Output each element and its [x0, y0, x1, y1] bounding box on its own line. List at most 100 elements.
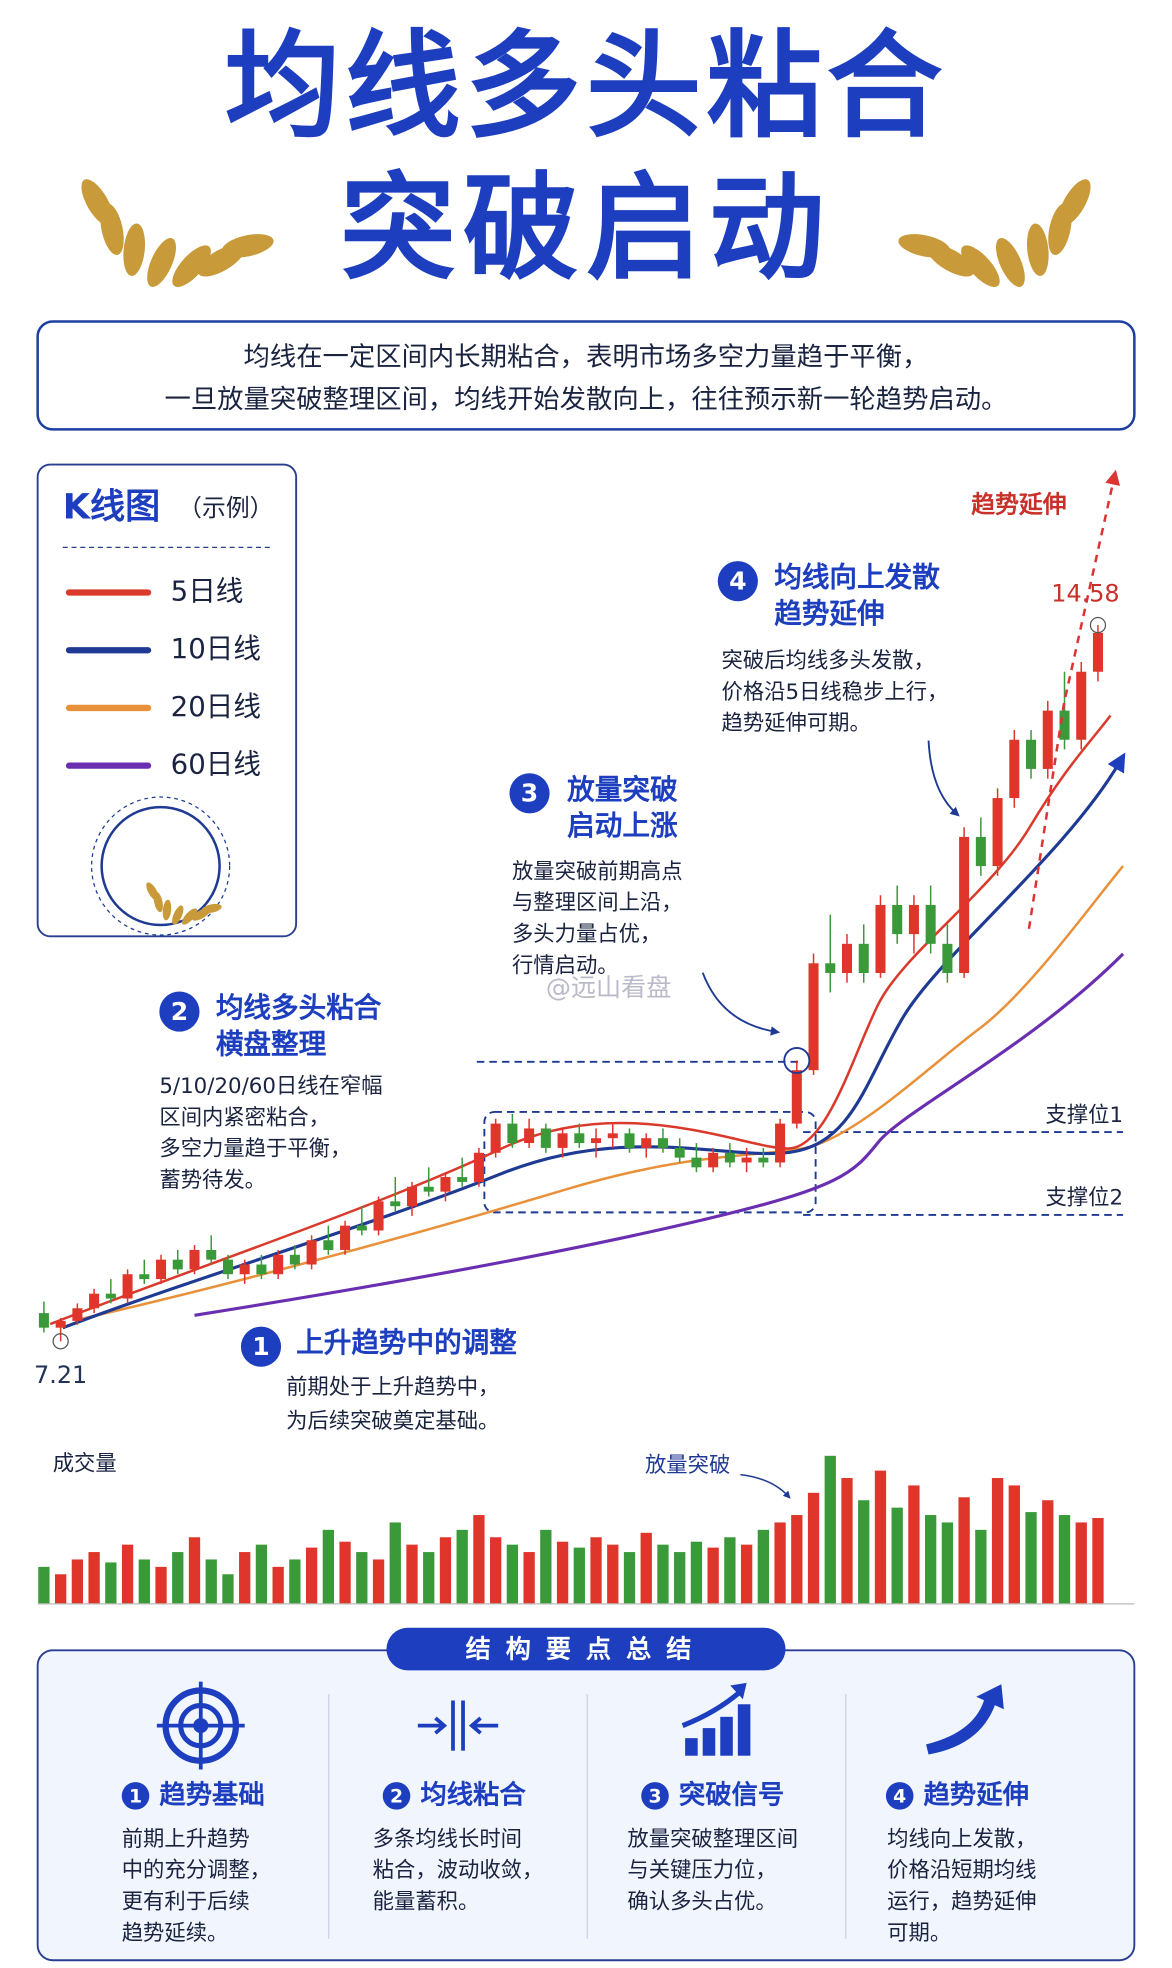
candle-body	[340, 1225, 351, 1250]
candle-body	[490, 1123, 501, 1153]
volume-bar	[272, 1566, 284, 1604]
volume-bar	[1042, 1500, 1054, 1604]
volume-bar	[841, 1478, 853, 1604]
candle-body	[507, 1123, 518, 1144]
step-body: 价格沿5日线稳步上行，	[722, 680, 949, 705]
step-body: 前期处于上升趋势中，	[286, 1375, 499, 1400]
volume-bar	[657, 1544, 669, 1604]
candle-body	[540, 1128, 551, 1148]
volume-bar	[740, 1544, 753, 1604]
volume-bar	[724, 1537, 736, 1604]
summary-item-body: 多条均线长时间	[373, 1827, 522, 1852]
step-title: 均线向上发散	[774, 561, 940, 594]
candle-body	[89, 1293, 100, 1309]
candle-body	[55, 1320, 66, 1328]
step-title: 均线多头粘合	[216, 991, 382, 1024]
step-body: 多空力量趋于平衡，	[159, 1137, 351, 1162]
volume-bar	[791, 1515, 803, 1604]
volume-bar	[824, 1455, 836, 1604]
leaf	[172, 245, 211, 287]
volume-bar	[690, 1541, 703, 1604]
step-badge	[509, 773, 550, 814]
summary-item-body: 价格沿短期均线	[887, 1858, 1036, 1883]
volume-bar	[607, 1544, 619, 1604]
candle-body	[641, 1138, 652, 1148]
candle-body	[1009, 739, 1020, 799]
candle-body	[674, 1147, 685, 1158]
leaf	[1048, 203, 1072, 255]
volume-bar	[172, 1552, 184, 1604]
high-marker	[1089, 616, 1107, 634]
pointer-arrow	[740, 1473, 791, 1499]
step-body: 行情启动。	[512, 953, 619, 978]
volume-bar	[255, 1544, 268, 1604]
volume-title: 成交量	[53, 1452, 117, 1477]
support-label: 支撑位1	[1045, 1103, 1123, 1128]
leaf	[147, 238, 176, 287]
volume-bar	[322, 1529, 334, 1604]
volume-bar	[305, 1547, 318, 1604]
ma-line	[49, 714, 1112, 1326]
volume-bar	[239, 1552, 251, 1604]
step-title: 上升趋势中的调整	[296, 1326, 517, 1359]
summary-number: 1	[129, 1787, 142, 1808]
volume-bar	[439, 1537, 452, 1604]
legend-subtitle: （示例）	[178, 494, 273, 522]
candle-body	[122, 1274, 133, 1299]
summary-item-body: 放量突破整理区间	[627, 1827, 798, 1852]
legend-box	[36, 463, 298, 938]
pointer-arrow	[701, 972, 781, 1036]
summary-item-body: 前期上升趋势	[122, 1827, 250, 1852]
volume-bar	[958, 1497, 970, 1604]
candle-body	[825, 963, 836, 973]
volume-bar	[1008, 1485, 1020, 1604]
leaf	[201, 903, 222, 914]
step-body: 多头力量占优，	[512, 922, 661, 947]
candle-body	[841, 943, 853, 973]
candle-body	[574, 1133, 585, 1144]
summary-item-body: 与关键压力位，	[627, 1858, 776, 1883]
volume-bar	[222, 1574, 234, 1604]
legend-label: 10日线	[171, 632, 261, 665]
candle-body	[72, 1308, 83, 1321]
summary-number: 3	[648, 1787, 661, 1808]
volume-bar	[556, 1541, 569, 1604]
candle-body	[775, 1123, 786, 1163]
volume-bar	[807, 1492, 820, 1604]
summary-header	[386, 1627, 786, 1671]
candle-body	[306, 1240, 317, 1265]
candle-body	[708, 1152, 719, 1168]
leaf	[153, 891, 163, 913]
summary-title: 结构要点总结	[466, 1634, 707, 1663]
legend-label: 60日线	[171, 748, 261, 781]
candle-body	[1092, 632, 1103, 672]
watermark: @远山看盘	[546, 973, 671, 1002]
volume-bar	[71, 1559, 84, 1604]
volume-bar	[138, 1559, 150, 1604]
candle-body	[390, 1201, 401, 1207]
legend-title: K线图	[63, 486, 160, 527]
trend-arrow	[1027, 469, 1120, 929]
volume-bar	[858, 1500, 870, 1604]
candle-body	[222, 1259, 233, 1275]
summary-item-title: 均线粘合	[420, 1779, 526, 1810]
summary-item-body: 中的充分调整，	[122, 1858, 271, 1883]
volume-bar	[1092, 1518, 1104, 1604]
volume-bar	[289, 1559, 301, 1604]
volume-bar	[941, 1522, 954, 1604]
volume-bar	[38, 1566, 50, 1604]
candle-body	[942, 943, 953, 973]
candle-body	[975, 836, 986, 867]
volume-bar	[105, 1562, 117, 1604]
step-number: 2	[171, 997, 188, 1026]
emblem	[90, 796, 231, 936]
leaf	[961, 245, 1000, 287]
summary-item-title: 突破信号	[679, 1779, 784, 1810]
candle-body	[741, 1157, 752, 1163]
step-number: 3	[521, 779, 538, 808]
candle-body	[1059, 710, 1070, 740]
support-label: 支撑位2	[1045, 1186, 1123, 1211]
candle-body	[423, 1186, 434, 1192]
candle-body	[189, 1249, 200, 1270]
